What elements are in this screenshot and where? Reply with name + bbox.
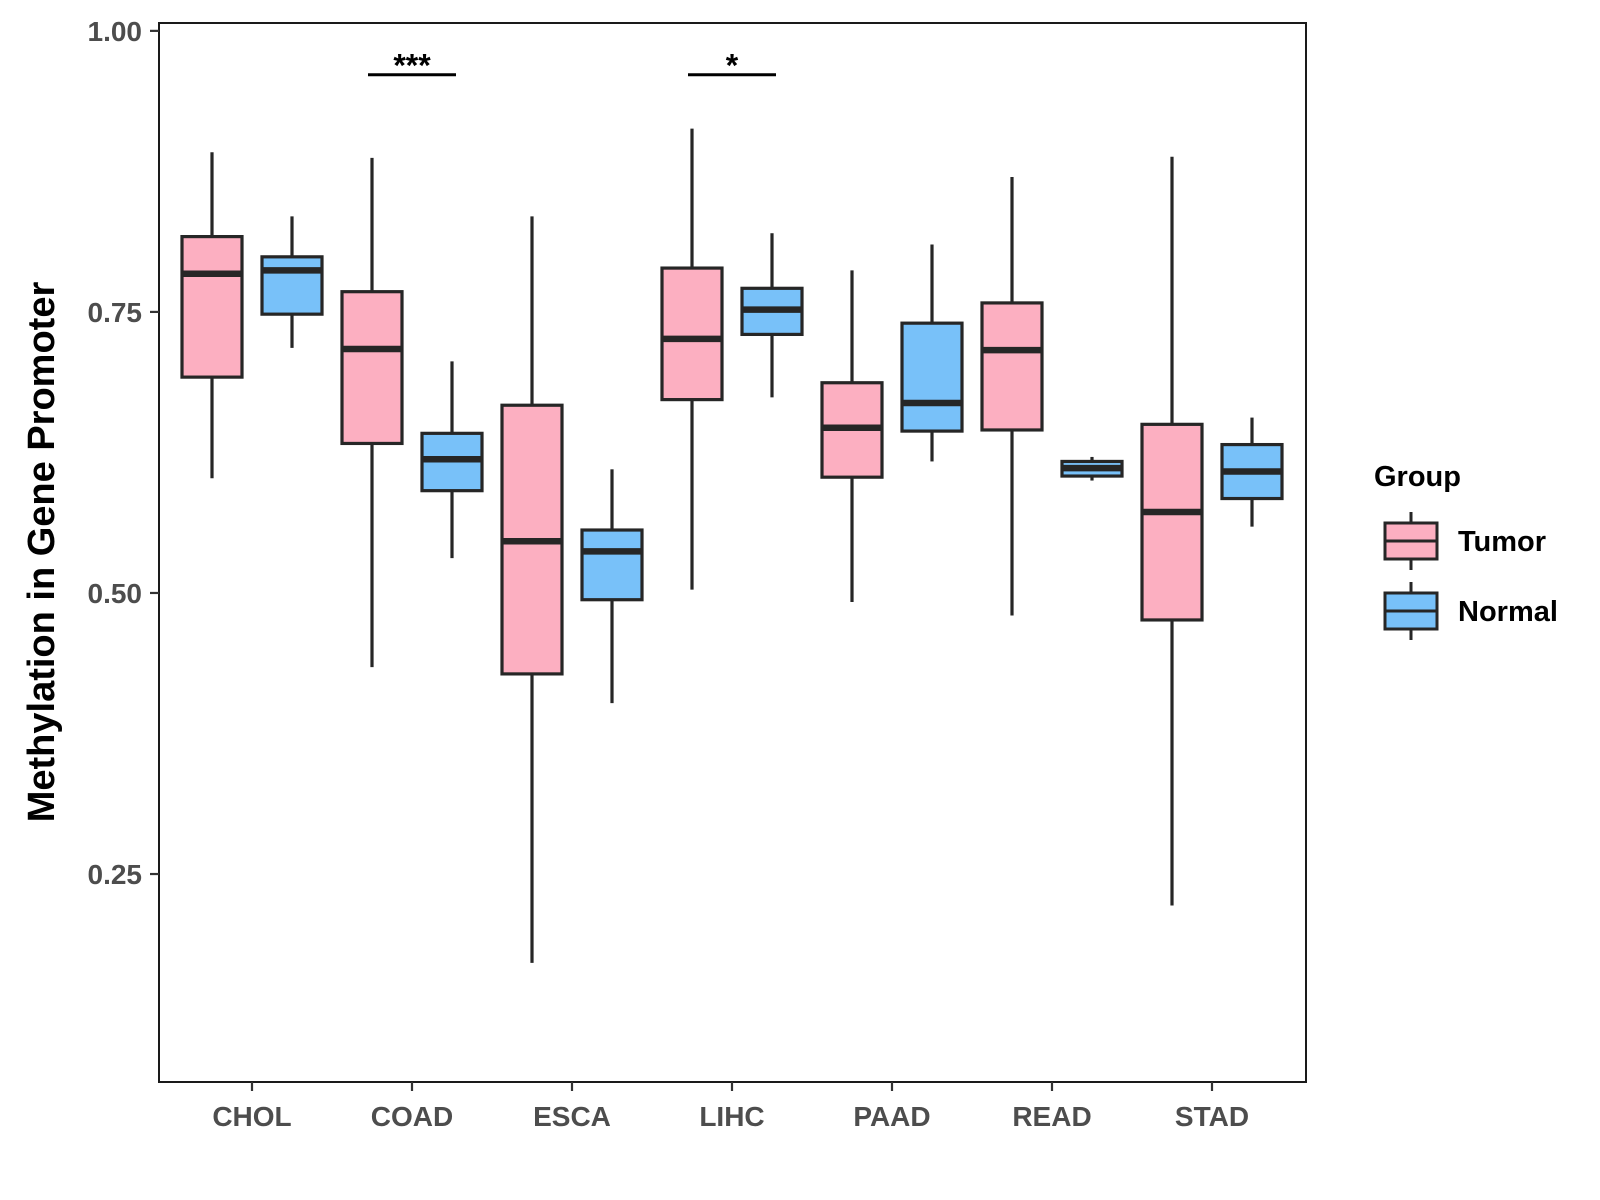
box-tumor-esca: [500, 216, 564, 963]
box-tumor-read: [980, 177, 1044, 616]
legend-items: Tumor Normal: [1383, 512, 1558, 640]
box-tumor-stad: [1140, 156, 1204, 906]
y-tick-label: 0.25: [88, 859, 143, 890]
legend-item-tumor: Tumor: [1383, 512, 1546, 570]
panel-border: [158, 22, 1307, 1083]
box-iqr: [900, 321, 964, 433]
box-iqr: [180, 234, 244, 379]
significance-label: *: [726, 48, 739, 84]
box-normal-paad: [900, 244, 964, 462]
box-tumor-paad: [820, 270, 884, 602]
legend: Group Tumor Normal: [1374, 461, 1558, 640]
x-tick-label: LIHC: [699, 1101, 764, 1132]
x-tick-label: CHOL: [212, 1101, 291, 1132]
legend-item-normal: Normal: [1383, 582, 1558, 640]
box-normal-chol: [260, 216, 324, 348]
x-tick-label: COAD: [371, 1101, 453, 1132]
y-axis-title: Methylation in Gene Promoter: [21, 282, 63, 823]
axes-layer: 0.25 0.50 0.75 1.00 CHOL COAD ESCA LIHC PAAD READ…: [88, 16, 1250, 1132]
x-tick-label: STAD: [1175, 1101, 1249, 1132]
significance-coad: ***: [368, 48, 456, 84]
y-tick-label: 1.00: [88, 16, 143, 47]
box-tumor-chol: [180, 152, 244, 479]
marks-layer: *** *: [180, 48, 1284, 963]
x-tick-label: ESCA: [533, 1101, 611, 1132]
legend-title: Group: [1374, 461, 1461, 493]
box-iqr: [260, 255, 324, 316]
significance-lihc: *: [688, 48, 776, 84]
legend-label: Normal: [1458, 596, 1558, 628]
box-normal-esca: [580, 469, 644, 704]
x-tick-label: READ: [1012, 1101, 1091, 1132]
legend-label: Tumor: [1458, 526, 1546, 558]
y-tick-label: 0.50: [88, 578, 143, 609]
box-tumor-lihc: [660, 128, 724, 590]
box-tumor-coad: [340, 157, 404, 668]
box-iqr: [1140, 422, 1204, 622]
box-normal-lihc: [740, 233, 804, 398]
box-iqr: [980, 301, 1044, 432]
x-tick-label: PAAD: [853, 1101, 930, 1132]
box-iqr: [580, 528, 644, 602]
box-normal-read: [1060, 456, 1124, 481]
y-tick-label: 0.75: [88, 297, 143, 328]
box-iqr: [660, 266, 724, 402]
box-normal-coad: [420, 361, 484, 559]
significance-label: ***: [393, 48, 431, 84]
box-iqr: [340, 290, 404, 446]
box-normal-stad: [1220, 417, 1284, 527]
